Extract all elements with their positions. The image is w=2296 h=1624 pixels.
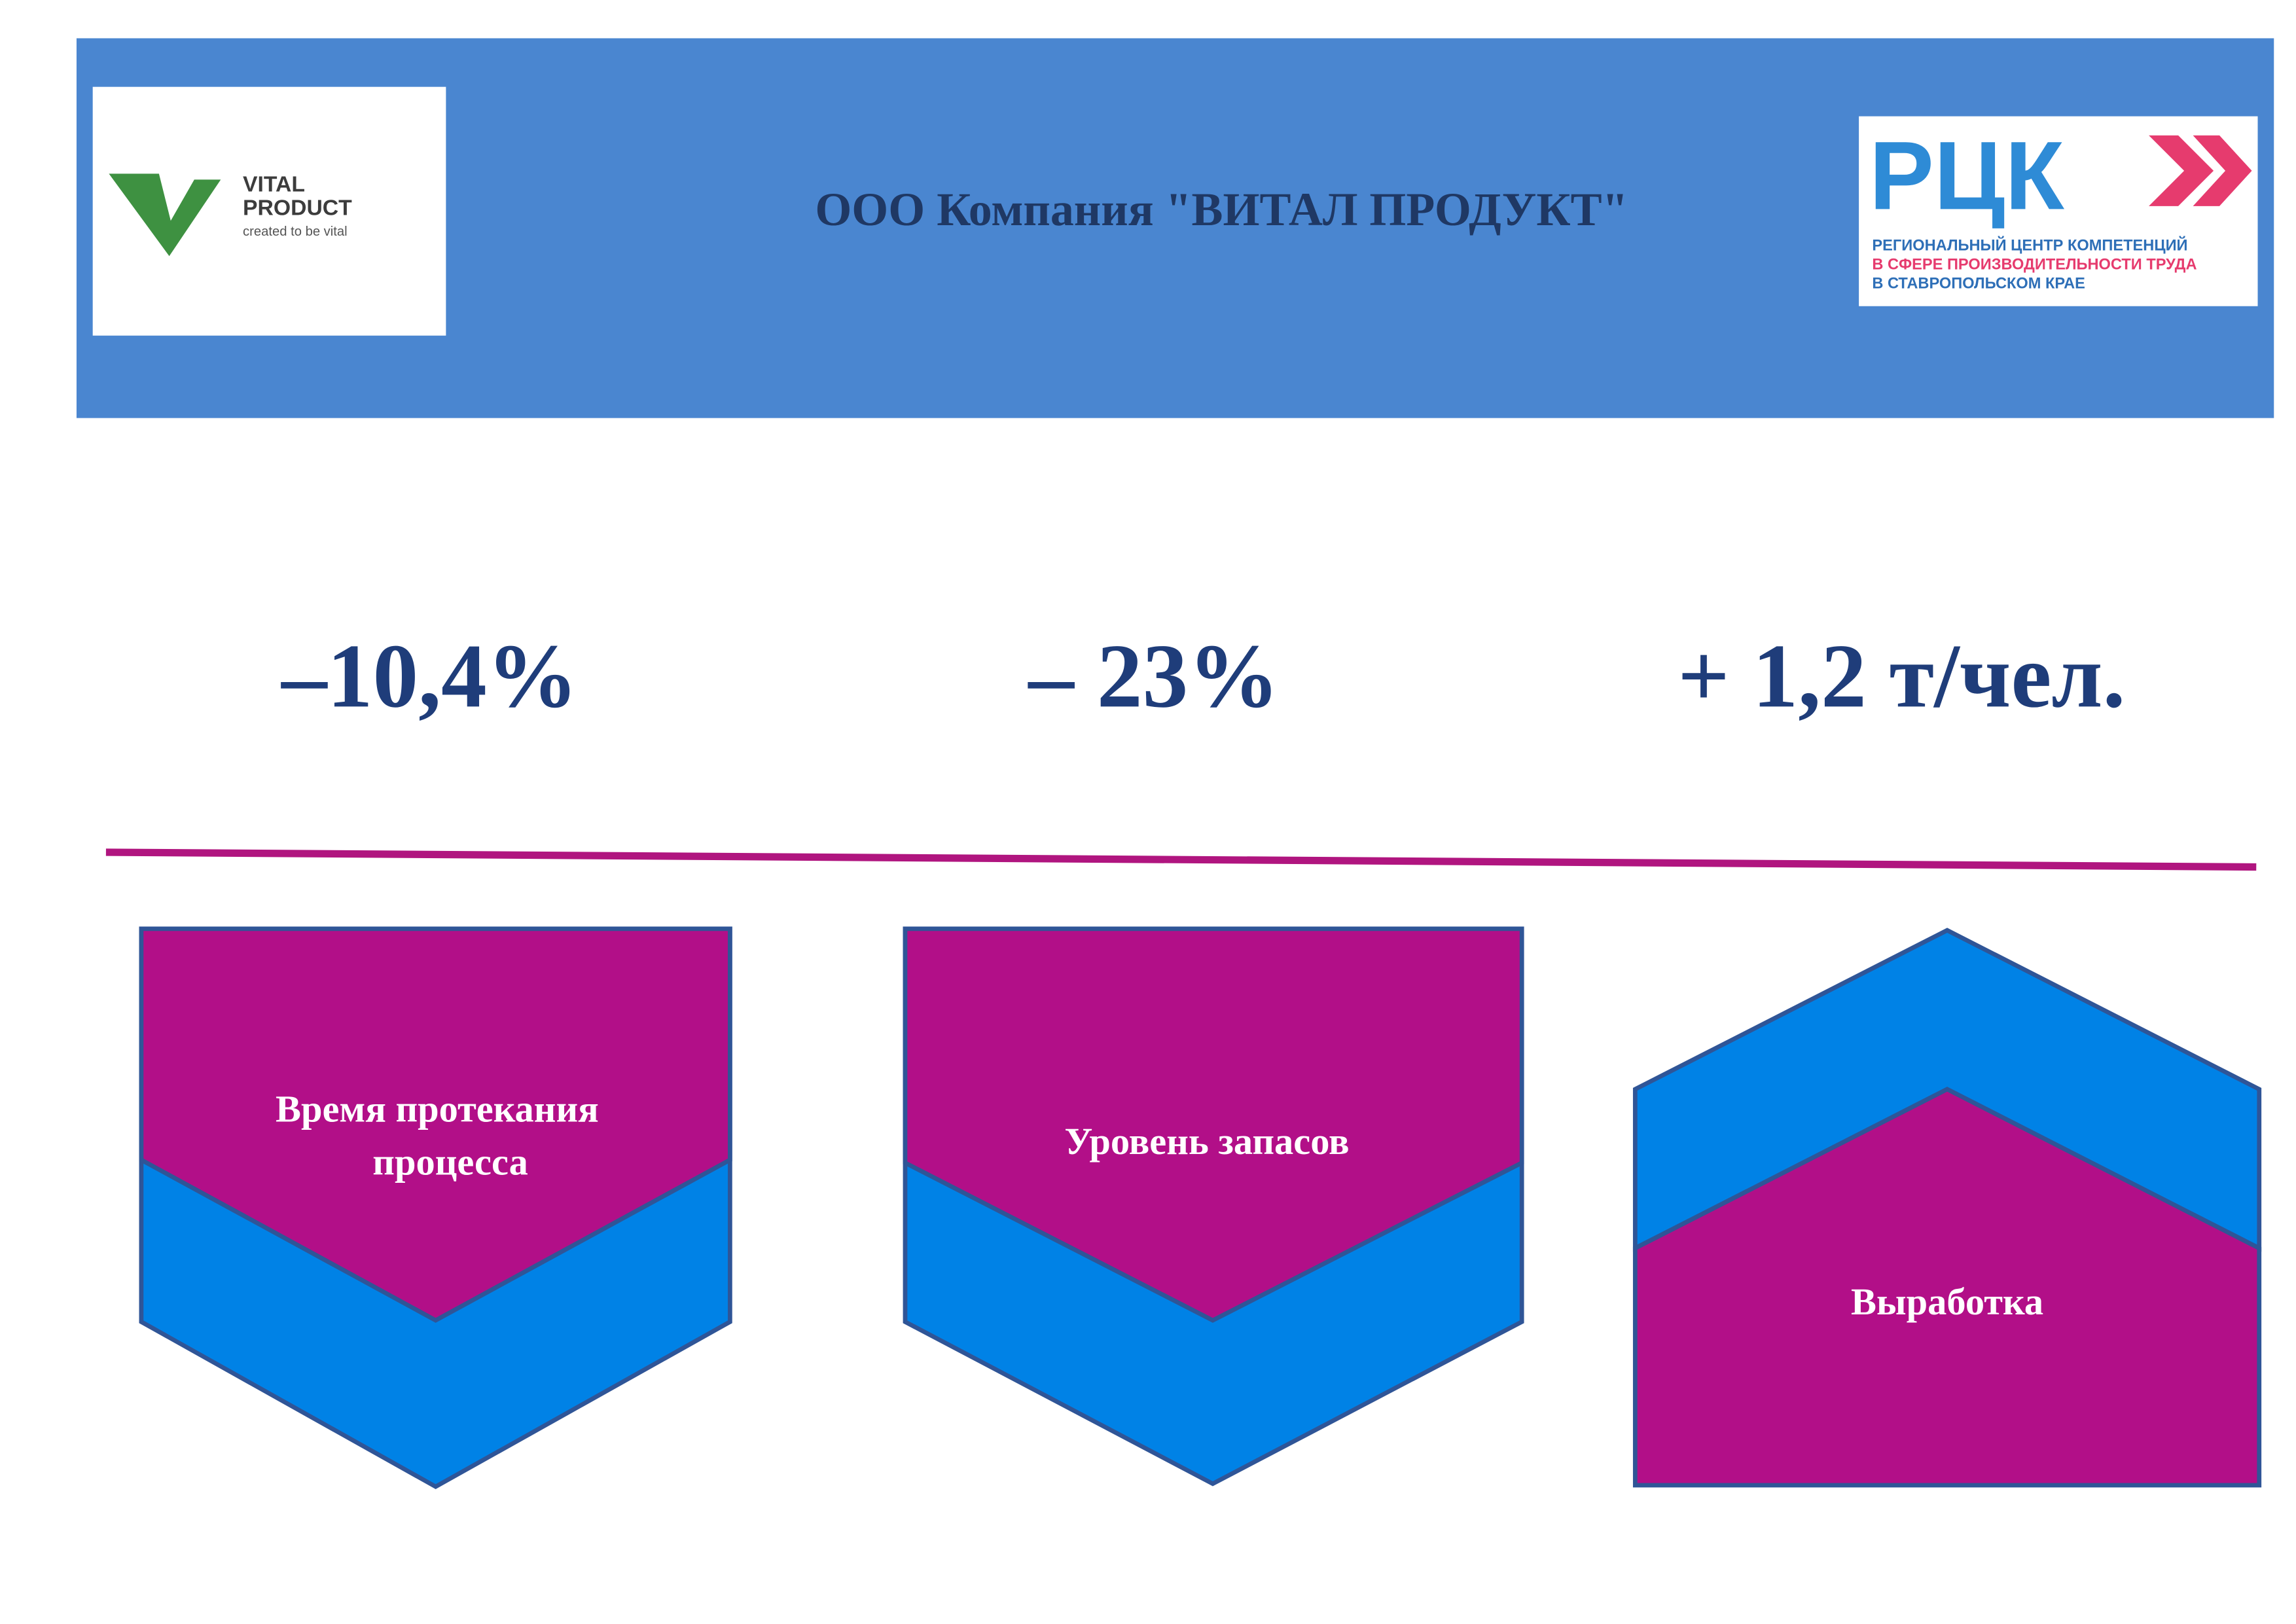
divider [105, 848, 2257, 871]
logo-text: VITAL [243, 171, 305, 196]
metric-value: + 1,2 т/чел. [1677, 626, 2125, 727]
rck-text: В СФЕРЕ ПРОИЗВОДИТЕЛЬНОСТИ ТРУДА [1872, 257, 2197, 274]
rck-text: В СТАВРОПОЛЬСКОМ КРАЕ [1872, 276, 2085, 293]
chevron-magenta [903, 926, 1524, 1323]
rck-mark: РЦК [1869, 122, 2064, 230]
metric-value: –10,4% [281, 626, 578, 727]
metric-value: – 23% [1028, 626, 1279, 727]
rck-arrow [2193, 135, 2252, 206]
rck-text: РЕГИОНАЛЬНЫЙ ЦЕНТР КОМПЕТЕНЦИЙ [1872, 236, 2187, 254]
vital-logo-mark [109, 173, 221, 257]
logo-tagline: created to be vital [243, 225, 348, 239]
metric-label: процесса [372, 1140, 528, 1183]
chevron-magenta [1632, 1087, 2262, 1488]
chevron-magenta [139, 926, 732, 1323]
logo-text: PRODUCT [243, 195, 352, 220]
header-title: ООО Компания "ВИТАЛ ПРОДУКТ" [815, 183, 1628, 236]
metric-label: Уровень запасов [1064, 1120, 1349, 1163]
rck-arrow [2149, 135, 2214, 206]
metric-label: Время протекания [276, 1088, 599, 1130]
shapes [139, 926, 2262, 1490]
right-logo-box [1859, 116, 2258, 306]
metric-label: Выработка [1851, 1280, 2043, 1323]
